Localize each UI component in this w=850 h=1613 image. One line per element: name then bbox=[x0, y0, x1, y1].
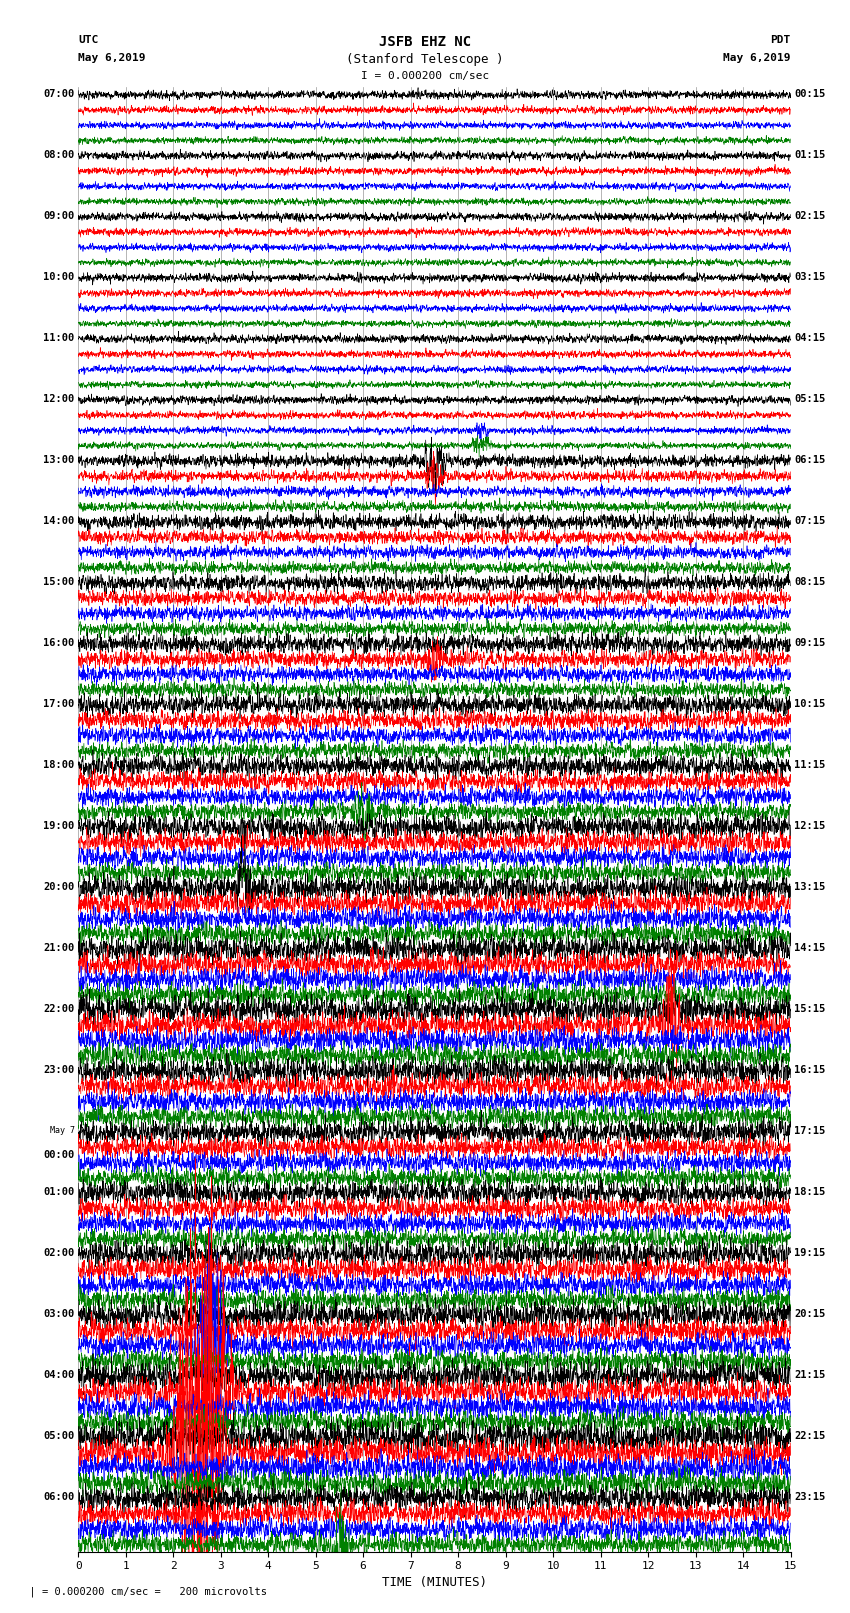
Text: 22:15: 22:15 bbox=[794, 1431, 825, 1440]
Text: 03:00: 03:00 bbox=[43, 1310, 75, 1319]
Text: 00:15: 00:15 bbox=[794, 89, 825, 98]
Text: 09:15: 09:15 bbox=[794, 637, 825, 648]
Text: 07:15: 07:15 bbox=[794, 516, 825, 526]
Text: 20:15: 20:15 bbox=[794, 1310, 825, 1319]
Text: 23:15: 23:15 bbox=[794, 1492, 825, 1502]
Text: 06:15: 06:15 bbox=[794, 455, 825, 465]
Text: 12:15: 12:15 bbox=[794, 821, 825, 831]
Text: 04:15: 04:15 bbox=[794, 332, 825, 342]
Text: 02:00: 02:00 bbox=[43, 1248, 75, 1258]
Text: I = 0.000200 cm/sec: I = 0.000200 cm/sec bbox=[361, 71, 489, 81]
Text: 03:15: 03:15 bbox=[794, 271, 825, 282]
Text: 19:15: 19:15 bbox=[794, 1248, 825, 1258]
Text: 05:00: 05:00 bbox=[43, 1431, 75, 1440]
Text: May 7: May 7 bbox=[49, 1126, 75, 1136]
Text: 14:15: 14:15 bbox=[794, 944, 825, 953]
Text: 18:15: 18:15 bbox=[794, 1187, 825, 1197]
Text: 01:00: 01:00 bbox=[43, 1187, 75, 1197]
Text: 16:00: 16:00 bbox=[43, 637, 75, 648]
Text: May 6,2019: May 6,2019 bbox=[78, 53, 145, 63]
Text: 17:00: 17:00 bbox=[43, 698, 75, 708]
Text: PDT: PDT bbox=[770, 35, 790, 45]
Text: 07:00: 07:00 bbox=[43, 89, 75, 98]
Text: 19:00: 19:00 bbox=[43, 821, 75, 831]
Text: JSFB EHZ NC: JSFB EHZ NC bbox=[379, 35, 471, 50]
Text: 04:00: 04:00 bbox=[43, 1369, 75, 1381]
Text: 08:15: 08:15 bbox=[794, 577, 825, 587]
Text: 09:00: 09:00 bbox=[43, 211, 75, 221]
Text: 11:00: 11:00 bbox=[43, 332, 75, 342]
Text: 11:15: 11:15 bbox=[794, 760, 825, 769]
Text: 02:15: 02:15 bbox=[794, 211, 825, 221]
Text: 01:15: 01:15 bbox=[794, 150, 825, 160]
Text: 10:15: 10:15 bbox=[794, 698, 825, 708]
Text: 22:00: 22:00 bbox=[43, 1003, 75, 1015]
Text: 16:15: 16:15 bbox=[794, 1065, 825, 1074]
Text: 23:00: 23:00 bbox=[43, 1065, 75, 1074]
Text: 13:15: 13:15 bbox=[794, 882, 825, 892]
Text: 15:15: 15:15 bbox=[794, 1003, 825, 1015]
Text: 17:15: 17:15 bbox=[794, 1126, 825, 1136]
Text: 12:00: 12:00 bbox=[43, 394, 75, 403]
Text: UTC: UTC bbox=[78, 35, 99, 45]
Text: 21:00: 21:00 bbox=[43, 944, 75, 953]
Text: | = 0.000200 cm/sec =   200 microvolts: | = 0.000200 cm/sec = 200 microvolts bbox=[17, 1586, 267, 1597]
Text: 18:00: 18:00 bbox=[43, 760, 75, 769]
Text: May 6,2019: May 6,2019 bbox=[723, 53, 791, 63]
Text: 08:00: 08:00 bbox=[43, 150, 75, 160]
Text: 00:00: 00:00 bbox=[43, 1150, 75, 1160]
Text: 10:00: 10:00 bbox=[43, 271, 75, 282]
Text: 13:00: 13:00 bbox=[43, 455, 75, 465]
Text: 06:00: 06:00 bbox=[43, 1492, 75, 1502]
Text: 15:00: 15:00 bbox=[43, 577, 75, 587]
X-axis label: TIME (MINUTES): TIME (MINUTES) bbox=[382, 1576, 487, 1589]
Text: 20:00: 20:00 bbox=[43, 882, 75, 892]
Text: 21:15: 21:15 bbox=[794, 1369, 825, 1381]
Text: 14:00: 14:00 bbox=[43, 516, 75, 526]
Text: 05:15: 05:15 bbox=[794, 394, 825, 403]
Text: (Stanford Telescope ): (Stanford Telescope ) bbox=[346, 53, 504, 66]
